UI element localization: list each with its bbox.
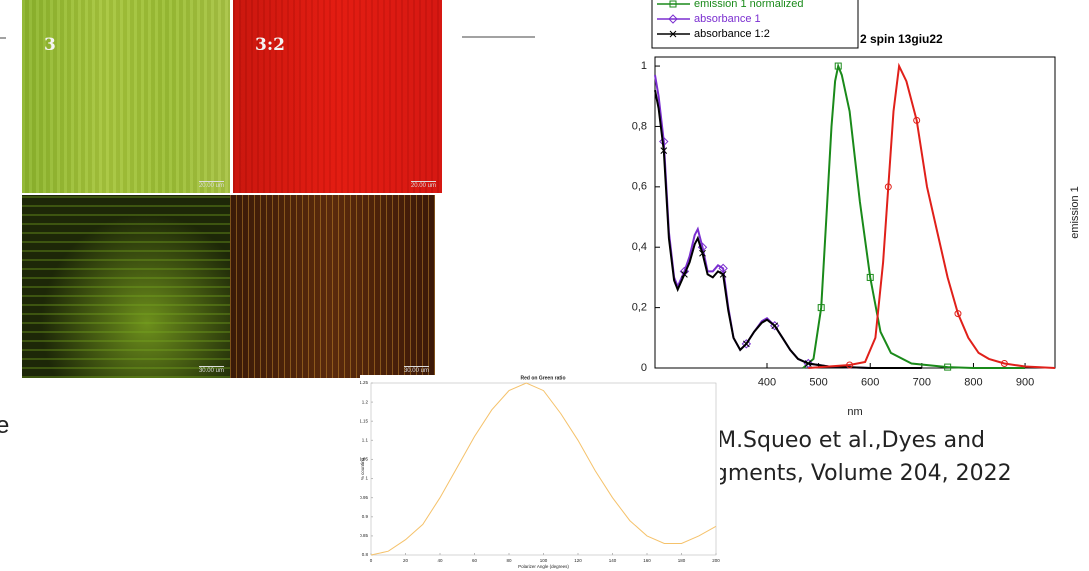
marker [681, 271, 688, 278]
x-tick-label: 80 [506, 558, 512, 563]
x-tick-label: 800 [964, 377, 982, 389]
y-tick-label: 0.9 [362, 514, 369, 519]
micrograph: 3 20.00 um [22, 0, 230, 193]
scale-bar: 20.00 um [410, 181, 436, 189]
micrograph: 30.00 um [22, 195, 230, 378]
marker [913, 116, 921, 124]
marker [804, 360, 812, 367]
x-tick-label: 0 [370, 558, 373, 563]
marker [669, 30, 677, 38]
y-tick-label: 1.25 [360, 380, 368, 385]
x-tick-label: 900 [1016, 377, 1034, 389]
marker [660, 147, 668, 154]
y-tick-label: 0,4 [632, 241, 647, 253]
marker [741, 339, 752, 349]
y-axis-label: % counting [360, 457, 365, 480]
image-label: 3:2 [255, 35, 285, 55]
series-line [654, 74, 871, 369]
x-tick-label: 20 [403, 558, 409, 563]
y-tick-label: 1.1 [362, 438, 369, 443]
marker [1000, 359, 1008, 367]
marker [668, 14, 678, 24]
citation-line: Pigments, Volume 204, 2022 [695, 461, 1012, 486]
marker [954, 310, 962, 318]
micrograph: 3:2 20.00 um [233, 0, 442, 193]
marker [771, 322, 779, 330]
marker [719, 271, 727, 278]
marker [718, 263, 728, 274]
marker [817, 304, 825, 312]
y-tick-label: 0.8 [362, 552, 369, 557]
x-tick-label: 400 [758, 377, 776, 389]
x-tick-label: 120 [574, 558, 582, 563]
y2-axis-label: emission 1 [1069, 186, 1081, 239]
ratio-chart: 0.8 0.85 0.9 0.95 1 1.05 1.1 1.15 1.2 1.25 0 20 40 60… [360, 375, 720, 571]
y-tick-label: 1.2 [362, 399, 369, 404]
x-tick-label: 140 [609, 558, 617, 563]
y-tick-label: 1 [641, 60, 647, 72]
plot-frame [370, 382, 717, 556]
legend-label: absorbance 1 [694, 13, 761, 25]
x-tick-label: 60 [472, 558, 478, 563]
x-axis-label: nm [847, 406, 862, 418]
marker [834, 62, 842, 70]
y-tick-label: 0,8 [632, 120, 647, 132]
y-tick-label: 1.15 [360, 418, 368, 423]
x-tick-label: 180 [678, 558, 686, 563]
legend-label: emission 1 normalized [694, 0, 803, 10]
series-line [370, 382, 717, 556]
y-tick-label: 0,6 [632, 181, 647, 193]
scale-bar: 30.00 um [198, 366, 224, 374]
series-line [654, 90, 922, 369]
marker [944, 363, 952, 371]
y-tick-label: 0 [641, 362, 647, 374]
marker [669, 0, 677, 8]
chart-title: 2 spin 13giu22 [860, 32, 943, 46]
citation: B.M.Squeo et al.,Dyes and Pigments, Volu… [695, 424, 1012, 490]
image-label: 3 [44, 35, 56, 55]
marker [846, 361, 854, 369]
scale-bar: 20.00 um [198, 181, 224, 189]
scale-bar: 30.00 um [403, 366, 429, 374]
legend-box [651, 0, 859, 49]
y-tick-label: 0.85 [360, 533, 368, 538]
micrograph: 30.00 um [230, 195, 435, 378]
x-tick-label: 700 [913, 377, 931, 389]
plot-frame [654, 56, 1056, 369]
x-axis-label: Polarizer Angle (degrees) [518, 564, 569, 569]
chart-title: Red on Green ratio [520, 375, 565, 381]
x-tick-label: 600 [861, 377, 879, 389]
legend-label: absorbance 1:2 [694, 28, 770, 40]
marker [884, 183, 892, 191]
y-tick-label: 0.95 [360, 495, 368, 500]
marker [866, 273, 874, 281]
marker [743, 340, 750, 348]
series-line [802, 62, 1026, 369]
series-line [808, 62, 1056, 369]
x-tick-label: 200 [712, 558, 720, 563]
x-tick-label: 160 [643, 558, 651, 563]
edge-text: e [0, 412, 10, 439]
y-tick-label: 1 [365, 476, 368, 481]
citation-line: B.M.Squeo et al.,Dyes and [695, 428, 985, 453]
y-tick-label: 1.05 [360, 457, 368, 462]
marker [699, 249, 706, 257]
x-tick-label: 500 [809, 377, 827, 389]
x-tick-label: 40 [437, 558, 443, 563]
x-tick-label: 100 [540, 558, 548, 563]
y-tick-label: 0,2 [632, 302, 647, 314]
spectrum-chart: 0 0,2 0,4 0,6 0,8 1 400 500 600 700 800 900 nm emissi… [0, 0, 1081, 418]
